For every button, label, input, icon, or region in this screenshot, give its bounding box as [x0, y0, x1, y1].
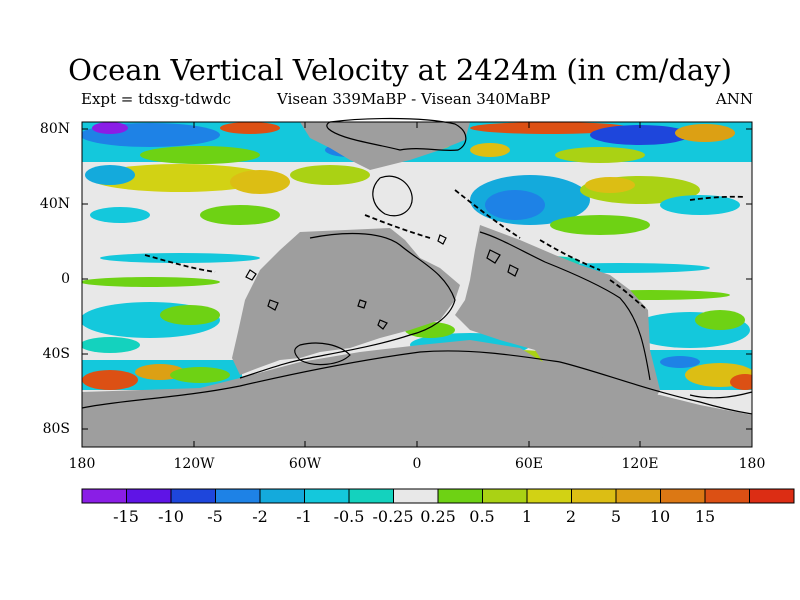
north-midlat — [85, 164, 740, 235]
x-tick-label: 60E — [514, 456, 544, 472]
south-midlat — [82, 302, 750, 370]
legend-swatch — [615, 488, 661, 504]
y-tick-label: 40S — [42, 346, 70, 362]
islands — [245, 234, 519, 330]
legend-label: 1 — [521, 507, 533, 526]
central-continent — [232, 228, 460, 375]
legend-swatch — [571, 488, 617, 504]
y-tick-label: 40N — [39, 196, 70, 212]
legend-label: 10 — [649, 507, 671, 526]
experiment-label: Expt = tdsxg-tdwdc — [81, 90, 232, 108]
comparison-label: Visean 339MaBP - Visean 340MaBP — [277, 90, 551, 108]
legend-swatch — [482, 488, 528, 504]
legend-swatch — [526, 488, 572, 504]
legend-label: -2 — [252, 507, 268, 526]
legend-swatch — [437, 488, 483, 504]
south-inner-coast — [294, 342, 351, 366]
legend-swatch — [348, 488, 394, 504]
legend-swatch — [304, 488, 350, 504]
inner-sea-coast — [372, 175, 413, 217]
y-tick-label: 0 — [61, 271, 70, 287]
legend-swatch — [393, 488, 439, 504]
legend-label: 2 — [565, 507, 577, 526]
legend-swatch — [81, 488, 127, 504]
coastlines — [81, 117, 753, 415]
legend-swatch — [749, 488, 795, 504]
legend-swatch — [660, 488, 706, 504]
x-tick-label: 120W — [173, 456, 215, 472]
legend-swatch — [259, 488, 305, 504]
legend-swatch — [170, 488, 216, 504]
x-tick-label: 0 — [412, 456, 422, 472]
x-tick-label: 180 — [68, 456, 96, 472]
velocity-field — [82, 122, 752, 447]
legend-swatch — [126, 488, 172, 504]
color-legend-bar — [81, 488, 795, 504]
legend-label: -5 — [207, 507, 223, 526]
x-tick-label: 120E — [621, 456, 659, 472]
legend-swatch — [215, 488, 261, 504]
dashed-contours — [144, 189, 746, 309]
y-tick-label: 80N — [39, 121, 70, 137]
legend-label: 15 — [694, 507, 716, 526]
south-polar — [82, 340, 620, 447]
y-tick-label: 80S — [42, 421, 70, 437]
legend-label: 5 — [610, 507, 622, 526]
legend-label: -0.5 — [333, 507, 365, 526]
south-coast — [81, 350, 753, 415]
legend-label: 0.5 — [469, 507, 495, 526]
legend-label: -10 — [158, 507, 184, 526]
legend-label: -1 — [296, 507, 312, 526]
legend-swatch — [704, 488, 750, 504]
east-coast — [479, 231, 651, 381]
period-label: ANN — [715, 90, 753, 108]
legend-label: -15 — [113, 507, 139, 526]
page-title: Ocean Vertical Velocity at 2424m (in cm/… — [68, 53, 732, 87]
central-coast — [239, 232, 456, 379]
x-tick-label: 60W — [288, 456, 322, 472]
x-tick-label: 180 — [738, 456, 766, 472]
south-east-polar — [600, 390, 752, 447]
far-east-coast — [689, 391, 753, 399]
legend-label: -0.25 — [372, 507, 414, 526]
legend-label: 0.25 — [420, 507, 456, 526]
axis-ticks — [81, 122, 753, 447]
north-coast — [326, 117, 467, 152]
land-masses — [82, 122, 752, 447]
